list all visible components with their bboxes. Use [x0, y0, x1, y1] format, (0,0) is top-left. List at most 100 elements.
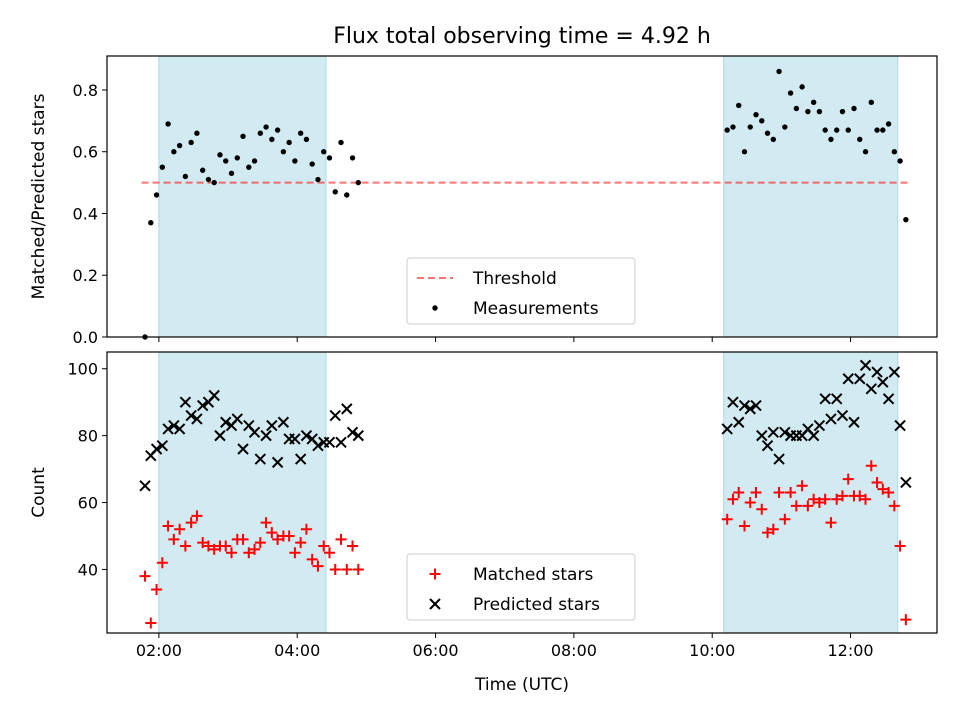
- predicted-star-point-47: [767, 426, 780, 438]
- predicted-star-point-31: [312, 439, 324, 452]
- x-tick-label-2: 04:00: [274, 641, 320, 660]
- measurement-point-29: [303, 136, 310, 143]
- predicted-star-point-48: [773, 453, 785, 465]
- measurement-point-11: [199, 167, 206, 173]
- measurement-point-66: [880, 127, 886, 133]
- measurement-point-61: [851, 105, 857, 112]
- matched-star-point-40: [727, 493, 739, 505]
- matched-star-point-24: [272, 533, 284, 545]
- measurement-point-36: [344, 192, 350, 198]
- predicted-star-point-25: [277, 416, 290, 428]
- matched-star-point-48: [773, 487, 785, 498]
- measurement-point-69: [897, 158, 903, 164]
- count-series: [139, 359, 912, 629]
- matched-star-point-38: [352, 563, 364, 575]
- matched-star-point-49: [779, 513, 791, 525]
- matched-star-point-45: [756, 503, 768, 515]
- matched-star-point-4: [156, 557, 168, 569]
- measurement-point-51: [793, 105, 800, 112]
- matched-star-point-42: [738, 520, 750, 532]
- ratio-legend: Threshold Measurements: [406, 257, 636, 325]
- measurement-point-49: [782, 124, 788, 130]
- measurement-point-10: [194, 130, 200, 136]
- matched-star-point-8: [179, 540, 191, 552]
- predicted-star-point-34: [329, 409, 341, 422]
- predicted-star-point-27: [289, 433, 301, 445]
- measurement-point-59: [839, 108, 846, 115]
- matched-star-point-51: [790, 500, 802, 512]
- matched-star-point-64: [865, 460, 877, 472]
- shaded-interval-1: [158, 55, 327, 338]
- measurement-point-65: [874, 127, 880, 133]
- predicted-star-point-65: [871, 366, 883, 378]
- matched-star-point-9: [185, 517, 197, 529]
- measurement-point-16: [228, 170, 235, 177]
- legend-label-2: Predicted stars: [473, 595, 600, 615]
- matched-star-point-15: [220, 540, 232, 552]
- predicted-star-point-68: [888, 366, 901, 378]
- measurement-point-32: [321, 149, 327, 155]
- matched-star-point-26: [283, 530, 295, 542]
- matched-star-point-27: [289, 547, 301, 559]
- predicted-star-point-4: [156, 439, 169, 452]
- measurement-point-43: [747, 124, 753, 130]
- measurement-point-8: [182, 173, 189, 180]
- measurement-point-53: [805, 108, 811, 115]
- matched-star-point-1: [139, 570, 151, 582]
- measurement-point-5: [165, 121, 171, 127]
- matched-star-point-69: [894, 540, 906, 552]
- measurement-point-7: [176, 142, 183, 149]
- matched-star-point-47: [767, 523, 779, 535]
- matched-star-point-58: [831, 493, 843, 505]
- measurement-point-55: [816, 108, 823, 115]
- matched-star-point-10: [191, 510, 203, 522]
- matched-star-point-62: [854, 490, 866, 502]
- predicted-star-point-10: [191, 413, 203, 425]
- matched-star-point-56: [819, 493, 831, 505]
- measurement-point-39: [724, 127, 730, 133]
- y-tick-label-4: 100: [67, 360, 98, 379]
- predicted-star-point-56: [819, 393, 831, 405]
- predicted-star-point-18: [237, 443, 249, 455]
- matched-star-point-52: [796, 480, 808, 492]
- measurement-point-57: [828, 136, 834, 143]
- chart-title: Flux total observing time = 4.92 h: [333, 24, 711, 49]
- legend-label-1: Matched stars: [473, 565, 593, 585]
- predicted-star-point-20: [248, 426, 261, 438]
- measurement-point-19: [246, 164, 252, 170]
- predicted-star-point-62: [854, 373, 866, 385]
- measurement-point-68: [891, 149, 898, 155]
- predicted-star-point-9: [185, 409, 197, 422]
- matched-star-point-34: [329, 563, 341, 575]
- x-tick-label-5: 10:00: [689, 641, 735, 660]
- predicted-star-point-61: [848, 416, 860, 428]
- predicted-star-point-44: [750, 399, 762, 412]
- measurement-point-45: [759, 118, 765, 124]
- measurement-point-63: [862, 149, 869, 155]
- matched-star-point-68: [888, 500, 900, 512]
- measurement-point-60: [845, 127, 851, 133]
- measurement-point-21: [257, 130, 264, 136]
- y-tick-label-1: 40: [78, 560, 98, 579]
- legend-label-2: Measurements: [473, 299, 599, 319]
- measurement-point-15: [223, 158, 229, 164]
- predicted-star-point-14: [214, 429, 226, 442]
- ratio-y-axis: 0.0 0.2 0.4 0.6 0.8: [73, 81, 107, 347]
- shaded-interval-1: [158, 351, 327, 634]
- predicted-star-point-22: [260, 429, 272, 442]
- count-y-axis-label: Count: [29, 467, 49, 518]
- measurement-point-48: [776, 68, 782, 75]
- shaded-interval-2: [723, 55, 899, 338]
- matched-star-point-66: [877, 483, 889, 495]
- matched-star-point-2: [145, 617, 157, 629]
- measurement-point-54: [810, 99, 817, 106]
- matched-star-point-55: [813, 497, 825, 509]
- y-tick-label-5: 0.8: [73, 81, 98, 100]
- predicted-star-point-66: [877, 376, 889, 388]
- predicted-star-point-57: [825, 413, 837, 425]
- matched-star-point-21: [254, 537, 266, 549]
- matched-star-point-57: [825, 517, 837, 529]
- measurement-point-9: [188, 139, 194, 146]
- y-tick-label-4: 0.6: [73, 143, 98, 162]
- matched-star-point-37: [347, 540, 359, 552]
